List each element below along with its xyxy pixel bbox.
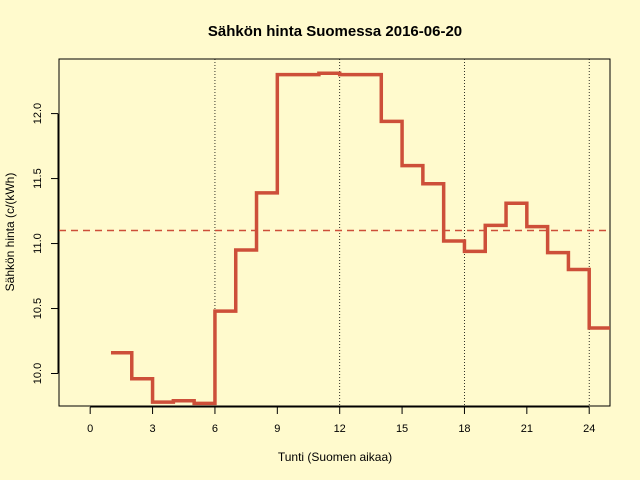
x-tick-label: 12: [334, 423, 346, 435]
y-tick-label: 12.0: [32, 103, 44, 124]
x-tick-label: 0: [87, 423, 93, 435]
y-axis: 10.0 10.5 11.0 11.5 12.0: [32, 103, 59, 384]
x-tick-label: 24: [583, 423, 595, 435]
x-tick-label: 18: [458, 423, 470, 435]
x-tick-label: 21: [521, 423, 533, 435]
x-tick-label: 3: [150, 423, 156, 435]
y-tick-label: 10.5: [32, 298, 44, 319]
x-axis-label: Tunti (Suomen aikaa): [278, 450, 392, 464]
reference-lines: [214, 59, 590, 406]
x-tick-label: 9: [274, 423, 280, 435]
x-tick-label: 6: [212, 423, 218, 435]
series-group: [110, 71, 610, 406]
y-tick-label: 11.5: [32, 168, 44, 189]
y-tick-label: 11.0: [32, 233, 44, 254]
y-axis-label: Sähkön hinta (c/(kWh): [3, 173, 17, 292]
price-step-line: [110, 71, 610, 406]
plot-frame: [58, 58, 611, 407]
x-tick-label: 15: [396, 423, 408, 435]
y-tick-label: 10.0: [32, 363, 44, 384]
chart-title: Sähkön hinta Suomessa 2016-06-20: [208, 23, 462, 40]
x-axis: 0 3 6 9 12 15 18 21 24: [87, 406, 595, 435]
